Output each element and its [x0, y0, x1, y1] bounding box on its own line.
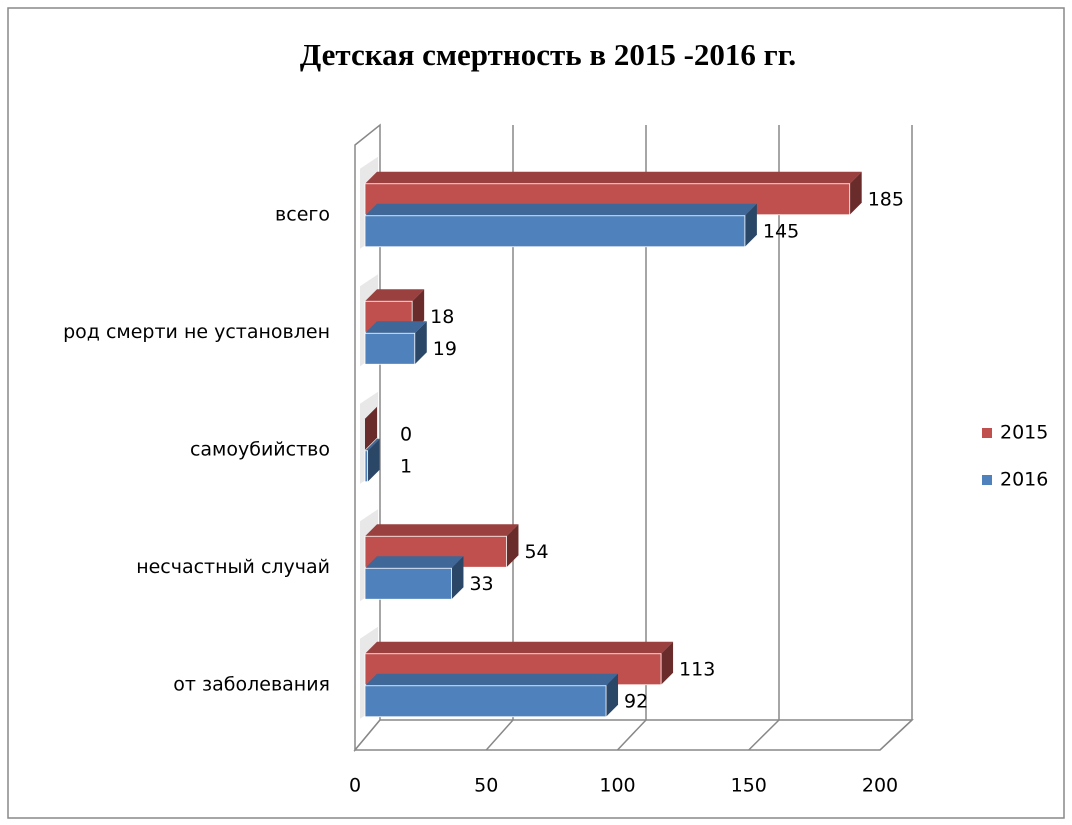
- bar-top: [365, 556, 464, 569]
- bar: [364, 215, 746, 248]
- bar-top: [365, 673, 619, 686]
- bar-side: [414, 321, 427, 365]
- x-tick-label: 150: [731, 775, 767, 797]
- y-tick-label: от заболевания: [173, 673, 330, 695]
- grid-line: [879, 719, 913, 751]
- bar-side: [744, 203, 757, 247]
- bar-side: [661, 641, 674, 685]
- chart-title: Детская смертность в 2015 -2016 гг.: [300, 37, 796, 72]
- data-label: 33: [469, 573, 493, 595]
- bar-side: [606, 673, 619, 717]
- grid-line: [485, 719, 514, 751]
- bar: [364, 450, 369, 483]
- data-label: 145: [763, 220, 799, 242]
- y-tick-label: всего: [275, 203, 330, 225]
- bar-side: [849, 171, 862, 215]
- data-label: 18: [430, 306, 454, 328]
- bar-top: [365, 171, 862, 184]
- data-label: 92: [624, 690, 648, 712]
- data-label: 0: [400, 423, 412, 445]
- bar-side: [367, 438, 380, 482]
- bar-top: [365, 524, 519, 537]
- legend-label: 2016: [1000, 469, 1048, 491]
- legend-swatch: [982, 475, 992, 485]
- grid-line: [748, 719, 780, 751]
- x-tick-label: 50: [474, 775, 498, 797]
- bar-side: [451, 556, 464, 600]
- y-tick-label: самоубийство: [190, 438, 330, 460]
- data-label: 54: [524, 541, 548, 563]
- legend-swatch: [982, 428, 992, 438]
- bar-side: [365, 406, 377, 450]
- bar: [364, 332, 416, 365]
- floor: [353, 719, 914, 751]
- x-tick-label: 100: [599, 775, 635, 797]
- data-label: 113: [679, 658, 715, 680]
- data-label: 1: [400, 455, 412, 477]
- bar: [364, 567, 452, 600]
- bar-top: [365, 438, 380, 451]
- bar-top: [365, 321, 427, 334]
- bar-top: [365, 289, 425, 302]
- bar-side: [506, 524, 519, 568]
- y-tick-label: род смерти не установлен: [63, 321, 330, 343]
- grid-line: [616, 719, 647, 751]
- y-tick-label: несчастный случай: [136, 556, 330, 578]
- data-label: 19: [433, 338, 457, 360]
- bar-top: [365, 203, 757, 216]
- data-label: 185: [868, 188, 904, 210]
- x-tick-label: 200: [862, 775, 898, 797]
- legend-label: 2015: [1000, 422, 1048, 444]
- bar-top: [365, 641, 674, 654]
- x-tick-label: 0: [349, 775, 361, 797]
- bar: [364, 685, 607, 718]
